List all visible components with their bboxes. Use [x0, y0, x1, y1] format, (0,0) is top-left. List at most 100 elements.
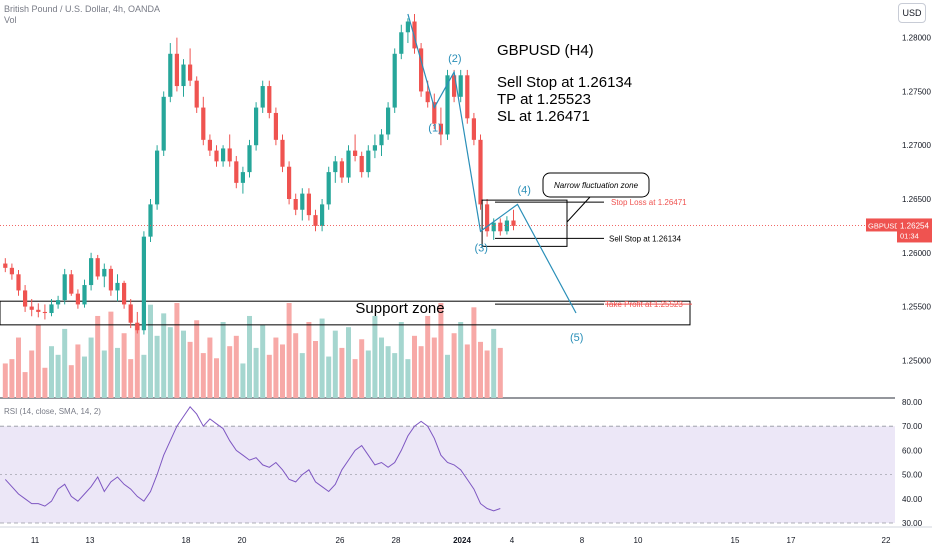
wave-label[interactable]: (2): [448, 53, 461, 65]
candle-body: [412, 21, 417, 49]
drawings[interactable]: Stop Loss at 1.26471 Sell Stop at 1.26134…: [0, 13, 895, 344]
wave-label[interactable]: (5): [570, 332, 583, 344]
candle-body: [135, 322, 140, 331]
candle-body: [42, 311, 47, 314]
volume-label[interactable]: Vol: [4, 15, 17, 25]
candle-body: [49, 304, 54, 314]
candle-body: [306, 193, 311, 216]
support-zone[interactable]: Support zone: [0, 300, 691, 326]
wave-label[interactable]: (1): [428, 123, 441, 135]
candle-body: [155, 150, 160, 205]
volume-bar: [293, 333, 299, 398]
volume-bar: [346, 327, 351, 398]
candle-body: [227, 148, 232, 162]
candle-body: [425, 91, 430, 103]
annotation-line[interactable]: SL at 1.26471: [497, 108, 590, 125]
time-tick-label: 10: [634, 536, 643, 545]
candle-body: [247, 145, 252, 173]
rsi-tick-label: 80.00: [902, 398, 923, 407]
annotation-title[interactable]: GBPUSD (H4): [497, 42, 594, 59]
sell-stop-label[interactable]: Sell Stop at 1.26134: [609, 234, 682, 243]
time-tick-label: 18: [182, 536, 191, 545]
volume-bar: [497, 347, 503, 398]
wave-label[interactable]: (3): [475, 242, 488, 254]
candle-body: [89, 258, 94, 286]
candle-body: [465, 75, 470, 119]
volume-bar: [405, 359, 411, 398]
volume-bar: [306, 322, 312, 398]
candle-body: [471, 118, 476, 140]
candle-body: [69, 274, 74, 294]
candle-body: [511, 220, 516, 226]
stop-loss-label[interactable]: Stop Loss at 1.26471: [611, 198, 687, 207]
candle-body: [379, 134, 384, 146]
volume-bar: [207, 337, 213, 398]
wave-path[interactable]: [407, 13, 577, 314]
volume-bar: [200, 353, 206, 398]
rsi-tick-label: 30.00: [902, 519, 923, 528]
volume-bar: [273, 337, 279, 398]
volume-bar: [478, 341, 483, 398]
volume-bar: [266, 354, 272, 398]
volume-bar: [35, 324, 41, 398]
volume-bar: [220, 322, 226, 398]
annotation-line[interactable]: Sell Stop at 1.26134: [497, 74, 632, 91]
time-tick-label: 4: [510, 536, 515, 545]
rsi-tick-label: 70.00: [902, 422, 923, 431]
rsi-tick-label: 60.00: [902, 446, 923, 455]
candle-body: [82, 285, 87, 305]
time-tick-label: 28: [392, 536, 401, 545]
volume-bars: [2, 303, 503, 398]
callout-bubble[interactable]: [542, 172, 650, 198]
candle-body: [201, 107, 206, 140]
candle-body: [485, 204, 490, 232]
callout-text[interactable]: Narrow fluctuation zone: [554, 181, 639, 190]
volume-bar: [134, 324, 140, 398]
time-tick-label: 26: [336, 536, 345, 545]
candle-body: [366, 150, 371, 173]
symbol-badge-label: GBPUSD: [868, 221, 900, 230]
candle-body: [9, 267, 14, 275]
candle-body: [56, 300, 61, 305]
volume-bar: [82, 356, 87, 398]
volume-bar: [101, 350, 107, 398]
volume-bar: [464, 344, 470, 398]
volume-bar: [62, 328, 68, 398]
candle-body: [234, 161, 239, 183]
volume-bar: [187, 341, 193, 398]
currency-button[interactable]: USD: [898, 3, 926, 23]
support-zone-box[interactable]: [0, 300, 691, 326]
candle-body: [300, 193, 305, 210]
volume-bar: [253, 347, 259, 398]
candle-body: [432, 102, 437, 124]
support-zone-label[interactable]: Support zone: [355, 300, 444, 317]
wave-label[interactable]: (4): [518, 184, 531, 196]
volume-bar: [247, 315, 252, 398]
annotation-line[interactable]: TP at 1.25523: [497, 91, 591, 108]
candle-body: [102, 268, 107, 277]
volume-bar: [451, 333, 457, 398]
volume-bar: [412, 335, 417, 398]
price-badge-value: 1.26254: [900, 221, 929, 230]
volume-bar: [445, 354, 450, 398]
candlesticks: [3, 13, 516, 335]
price-badge-countdown: 01:34: [900, 231, 919, 240]
time-tick-label: 13: [86, 536, 95, 545]
volume-bar: [22, 372, 28, 398]
candle-body: [293, 199, 298, 210]
volume-bar: [458, 322, 464, 398]
volume-bar: [392, 353, 398, 398]
axes: 1.28000 1.27500 1.27000 1.26500 1.26000 1.255…: [31, 34, 932, 545]
fluctuation-zone-box[interactable]: [481, 199, 568, 247]
candle-body: [188, 64, 193, 81]
symbol-title[interactable]: British Pound / U.S. Dollar, 4h, OANDA: [4, 4, 161, 14]
volume-bar: [161, 313, 167, 398]
time-tick-label: 8: [580, 536, 585, 545]
candle-body: [108, 268, 113, 291]
rsi-label[interactable]: RSI (14, close, SMA, 14, 2): [4, 407, 101, 416]
volume-bar: [385, 346, 391, 398]
candle-body: [458, 75, 463, 97]
candle-body: [168, 53, 173, 97]
